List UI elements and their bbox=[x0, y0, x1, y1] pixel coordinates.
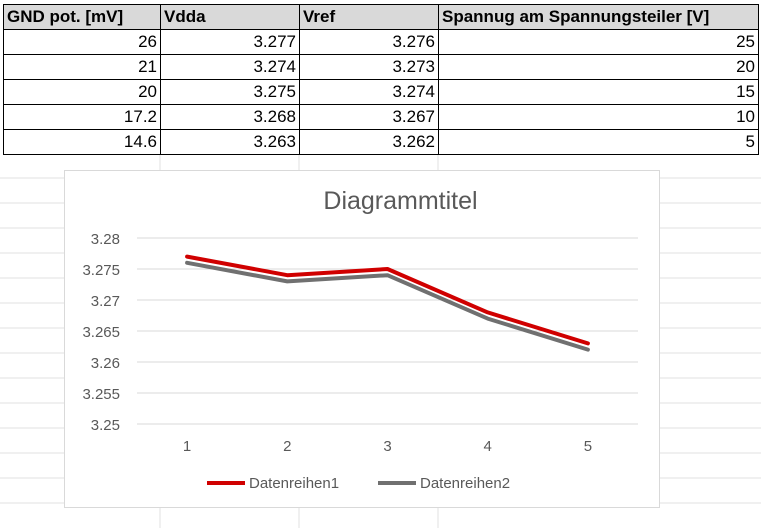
cell-gnd-pot[interactable]: 14.6 bbox=[3, 129, 161, 155]
cell-gnd-pot[interactable]: 21 bbox=[3, 54, 161, 80]
y-tick-label: 3.25 bbox=[91, 417, 120, 434]
y-tick-label: 3.28 bbox=[91, 231, 120, 248]
cell-vref[interactable]: 3.262 bbox=[299, 129, 439, 155]
legend-label[interactable]: Datenreihen2 bbox=[420, 475, 510, 492]
table-row: 20 3.275 3.274 15 bbox=[3, 79, 759, 105]
table-row: 14.6 3.263 3.262 5 bbox=[3, 129, 759, 155]
header-vdda[interactable]: Vdda bbox=[160, 4, 300, 30]
cell-spannung[interactable]: 25 bbox=[438, 29, 759, 55]
cell-spannung[interactable]: 5 bbox=[438, 129, 759, 155]
cell-vdda[interactable]: 3.268 bbox=[160, 104, 300, 130]
cell-vref[interactable]: 3.274 bbox=[299, 79, 439, 105]
cell-vdda[interactable]: 3.275 bbox=[160, 79, 300, 105]
x-tick-label: 5 bbox=[584, 438, 592, 455]
table-header-row: GND pot. [mV] Vdda Vref Spannug am Spann… bbox=[3, 4, 759, 30]
series-line-2[interactable] bbox=[185, 260, 590, 352]
header-vref[interactable]: Vref bbox=[299, 4, 439, 30]
table-row: 17.2 3.268 3.267 10 bbox=[3, 104, 759, 130]
table-row: 21 3.274 3.273 20 bbox=[3, 54, 759, 80]
x-tick-label: 1 bbox=[183, 438, 191, 455]
y-tick-label: 3.26 bbox=[91, 355, 120, 372]
cell-vdda[interactable]: 3.277 bbox=[160, 29, 300, 55]
x-tick-label: 4 bbox=[484, 438, 492, 455]
cell-spannung[interactable]: 15 bbox=[438, 79, 759, 105]
cell-spannung[interactable]: 20 bbox=[438, 54, 759, 80]
cell-gnd-pot[interactable]: 20 bbox=[3, 79, 161, 105]
chart-area[interactable]: Diagrammtitel 3.25 3.255 3.26 3.265 3.27 3.275… bbox=[64, 170, 660, 508]
legend-label[interactable]: Datenreihen1 bbox=[249, 475, 339, 492]
y-tick-label: 3.265 bbox=[82, 324, 120, 341]
cell-vdda[interactable]: 3.274 bbox=[160, 54, 300, 80]
x-tick-label: 2 bbox=[283, 438, 291, 455]
line-chart: Diagrammtitel 3.25 3.255 3.26 3.265 3.27 3.275… bbox=[82, 187, 638, 492]
series-line-1[interactable] bbox=[185, 254, 590, 346]
x-tick-label: 3 bbox=[383, 438, 391, 455]
data-table: GND pot. [mV] Vdda Vref Spannug am Spann… bbox=[3, 4, 759, 155]
header-spannung[interactable]: Spannug am Spannungsteiler [V] bbox=[438, 4, 759, 30]
y-tick-label: 3.27 bbox=[91, 293, 120, 310]
y-tick-label: 3.255 bbox=[82, 386, 120, 403]
cell-vdda[interactable]: 3.263 bbox=[160, 129, 300, 155]
cell-spannung[interactable]: 10 bbox=[438, 104, 759, 130]
cell-vref[interactable]: 3.276 bbox=[299, 29, 439, 55]
cell-gnd-pot[interactable]: 17.2 bbox=[3, 104, 161, 130]
header-gnd-pot[interactable]: GND pot. [mV] bbox=[3, 4, 161, 30]
cell-vref[interactable]: 3.273 bbox=[299, 54, 439, 80]
chart-title: Diagrammtitel bbox=[323, 187, 477, 215]
y-tick-label: 3.275 bbox=[82, 262, 120, 279]
cell-vref[interactable]: 3.267 bbox=[299, 104, 439, 130]
table-row: 26 3.277 3.276 25 bbox=[3, 29, 759, 55]
cell-gnd-pot[interactable]: 26 bbox=[3, 29, 161, 55]
